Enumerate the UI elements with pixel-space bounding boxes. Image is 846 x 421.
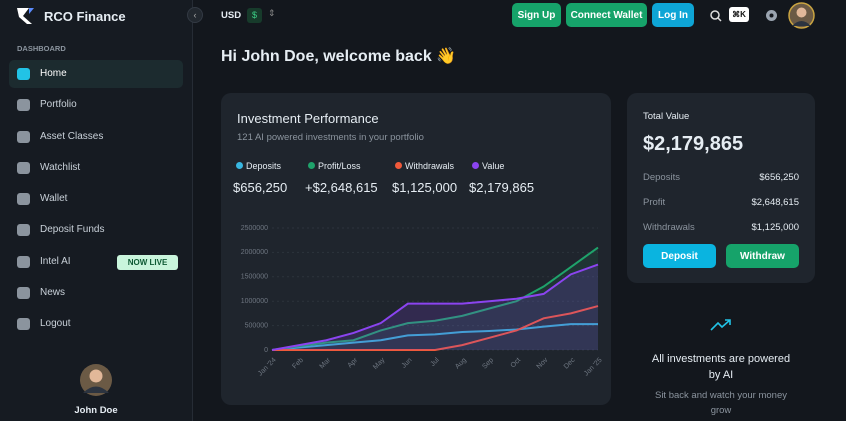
x-tick-label: Jun: [401, 357, 414, 370]
x-tick-label: Jul: [429, 356, 441, 368]
sidebar-avatar: [80, 364, 112, 396]
deposit-button[interactable]: Deposit: [643, 244, 716, 268]
y-tick-label: 2000000: [241, 249, 268, 256]
shortcut-badge: ⌘K: [729, 7, 749, 22]
trend-icon: [710, 319, 731, 331]
info-text: Sit back and watch your money grow: [654, 390, 787, 416]
line: [271, 263, 599, 351]
line: [271, 246, 599, 351]
log-in-button[interactable]: Log In: [652, 3, 694, 27]
currency-symbol: $: [247, 8, 262, 23]
row-value: $656,250: [759, 172, 799, 183]
menu-icon: [17, 255, 30, 268]
connect-wallet-button[interactable]: Connect Wallet: [566, 3, 647, 27]
menu-icon: [17, 161, 30, 174]
performance-card: [221, 93, 611, 405]
row-label: Withdrawals: [643, 222, 695, 233]
x-tick-label: Jan '24: [257, 357, 278, 378]
search-icon[interactable]: [709, 9, 723, 23]
menu-item[interactable]: Watchlist: [40, 161, 81, 173]
menu-item[interactable]: Wallet: [40, 193, 68, 204]
x-tick-label: Sep: [481, 357, 495, 371]
menu-item[interactable]: Logout: [40, 318, 71, 329]
row-label: Deposits: [643, 172, 680, 183]
row-value: $1,125,000: [751, 222, 799, 233]
chart-title: Investment Performance: [237, 111, 379, 126]
menu-item[interactable]: Intel AI: [40, 255, 71, 267]
line: [271, 323, 598, 351]
line: [272, 305, 599, 351]
x-tick-label: Jan '25: [583, 357, 604, 378]
menu-item[interactable]: Home: [40, 68, 67, 79]
brand: RCO Finance: [44, 9, 126, 24]
menu-item[interactable]: Asset Classes: [40, 130, 104, 142]
menu-icon: [17, 224, 30, 237]
welcome-heading: Hi John Doe, welcome back 👋: [221, 48, 457, 65]
legend-total: +$2,648,615: [305, 180, 378, 195]
x-tick-label: May: [372, 356, 387, 371]
currency[interactable]: USD: [221, 10, 242, 21]
menu-icon: [17, 318, 30, 330]
menu-icon: [17, 286, 30, 299]
menu-item[interactable]: News: [40, 286, 66, 298]
legend-dot: [236, 162, 243, 169]
menu-icon: [17, 193, 30, 205]
user-name: John Doe: [74, 405, 118, 416]
menu-item[interactable]: Deposit Funds: [40, 224, 105, 236]
x-tick-label: Feb: [291, 357, 305, 371]
currency-toggle[interactable]: ⇕: [268, 8, 276, 18]
collapse-button[interactable]: ‹: [187, 7, 203, 23]
y-tick-label: 1000000: [241, 298, 268, 305]
y-tick-label: 500000: [245, 322, 268, 329]
logo: [17, 8, 34, 24]
x-tick-label: Dec: [563, 356, 577, 370]
x-tick-label: Oct: [510, 357, 523, 370]
y-tick-label: 1500000: [241, 274, 268, 281]
chart-subtitle: 121 AI powered investments in your portf…: [237, 132, 424, 143]
total-title: Total Value: [643, 111, 690, 122]
legend-dot: [472, 162, 479, 169]
menu-icon: [17, 130, 30, 143]
x-tick-label: Apr: [347, 356, 360, 369]
section-label: DASHBOARD: [17, 44, 66, 53]
area: [272, 247, 598, 350]
menu-icon: [17, 68, 30, 80]
total-amount: $2,179,865: [643, 133, 744, 155]
row-value: $2,648,615: [751, 197, 799, 208]
menu-icon: [17, 99, 30, 112]
legend-total: $656,250: [233, 180, 288, 195]
info-title: All investments are powered by AI: [651, 353, 791, 381]
chart: 0 500000 1000000 1500000 2000000 2500000 Jan '…: [241, 225, 604, 378]
legend-name: Withdrawals: [405, 161, 455, 171]
legend-dot: [308, 162, 315, 169]
y-tick-label: 2500000: [241, 225, 268, 232]
legend-name: Profit/Loss: [318, 161, 361, 171]
withdraw-button[interactable]: Withdraw: [726, 244, 799, 268]
row-label: Profit: [643, 197, 666, 208]
legend-dot: [395, 162, 402, 169]
x-tick-label: Aug: [454, 357, 468, 371]
now-live-badge: NOW LIVE: [117, 254, 178, 270]
legend-total: $2,179,865: [469, 180, 535, 195]
area: [272, 264, 598, 350]
sign-up-button[interactable]: Sign Up: [512, 3, 561, 27]
menu-item[interactable]: Portfolio: [40, 99, 77, 111]
active-item-bg: [9, 60, 183, 88]
legend-total: $1,125,000: [392, 180, 458, 195]
x-tick-label: Mar: [319, 356, 333, 370]
legend-name: Deposits: [246, 161, 282, 171]
settings-icon[interactable]: [764, 8, 779, 23]
y-tick-label: 0: [264, 347, 268, 354]
legend-name: Value: [482, 161, 505, 171]
top-avatar[interactable]: [788, 2, 815, 29]
x-tick-label: Nov: [536, 356, 550, 370]
